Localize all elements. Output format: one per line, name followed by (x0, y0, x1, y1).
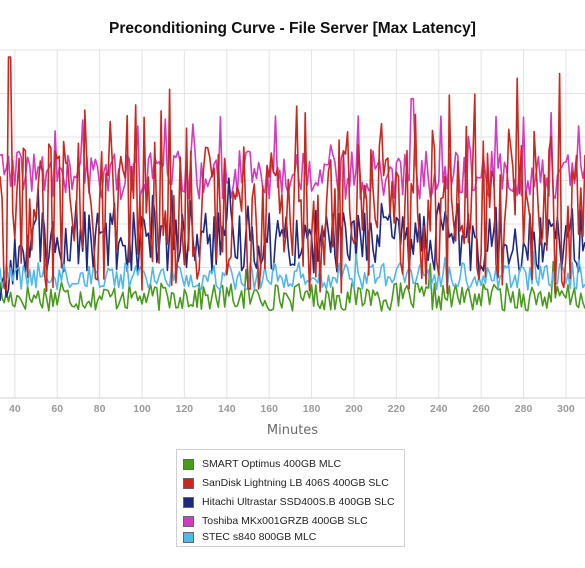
series-line (0, 56, 585, 295)
chart-title: Preconditioning Curve - File Server [Max… (109, 20, 476, 37)
legend-item: SanDisk Lightning LB 406S 400GB SLC (183, 476, 389, 490)
x-tick-label: 120 (176, 403, 194, 415)
legend-label: SanDisk Lightning LB 406S 400GB SLC (202, 477, 389, 489)
legend: SMART Optimus 400GB MLC SanDisk Lightnin… (176, 449, 405, 547)
x-tick-label: 180 (303, 403, 321, 415)
x-tick-label: 140 (218, 403, 236, 415)
x-tick-label: 300 (557, 403, 575, 415)
legend-swatch (183, 531, 194, 543)
legend-item: SMART Optimus 400GB MLC (183, 457, 341, 471)
x-tick-label: 220 (388, 403, 406, 415)
legend-swatch (183, 515, 194, 527)
x-tick-labels: 40 60 80 100 120 140 160 180 200 220 240 260 280 300 (9, 403, 575, 415)
legend-label: Hitachi Ultrastar SSD400S.B 400GB SLC (202, 496, 395, 508)
x-tick-label: 80 (94, 403, 106, 415)
x-tick-label: 260 (472, 403, 490, 415)
legend-label: Toshiba MKx001GRZB 400GB SLC (202, 515, 368, 527)
x-tick-label: 160 (260, 403, 278, 415)
x-tick-label: 200 (345, 403, 363, 415)
legend-item: STEC s840 800GB MLC (183, 530, 316, 544)
x-tick-label: 100 (133, 403, 151, 415)
x-tick-label: 40 (9, 403, 21, 415)
x-axis-label: Minutes (266, 423, 319, 438)
series-lines (0, 56, 585, 312)
series-line (0, 177, 585, 301)
series-line (0, 260, 585, 312)
legend-item: Hitachi Ultrastar SSD400S.B 400GB SLC (183, 495, 395, 509)
series-line (0, 97, 585, 201)
legend-swatch (183, 458, 194, 470)
legend-label: STEC s840 800GB MLC (202, 531, 317, 543)
legend-item: Toshiba MKx001GRZB 400GB SLC (183, 514, 368, 528)
legend-label: SMART Optimus 400GB MLC (202, 458, 342, 470)
x-tick-label: 60 (51, 403, 63, 415)
legend-swatch (183, 496, 194, 508)
x-tick-label: 240 (430, 403, 448, 415)
legend-swatch (183, 477, 194, 489)
x-tick-label: 280 (515, 403, 533, 415)
